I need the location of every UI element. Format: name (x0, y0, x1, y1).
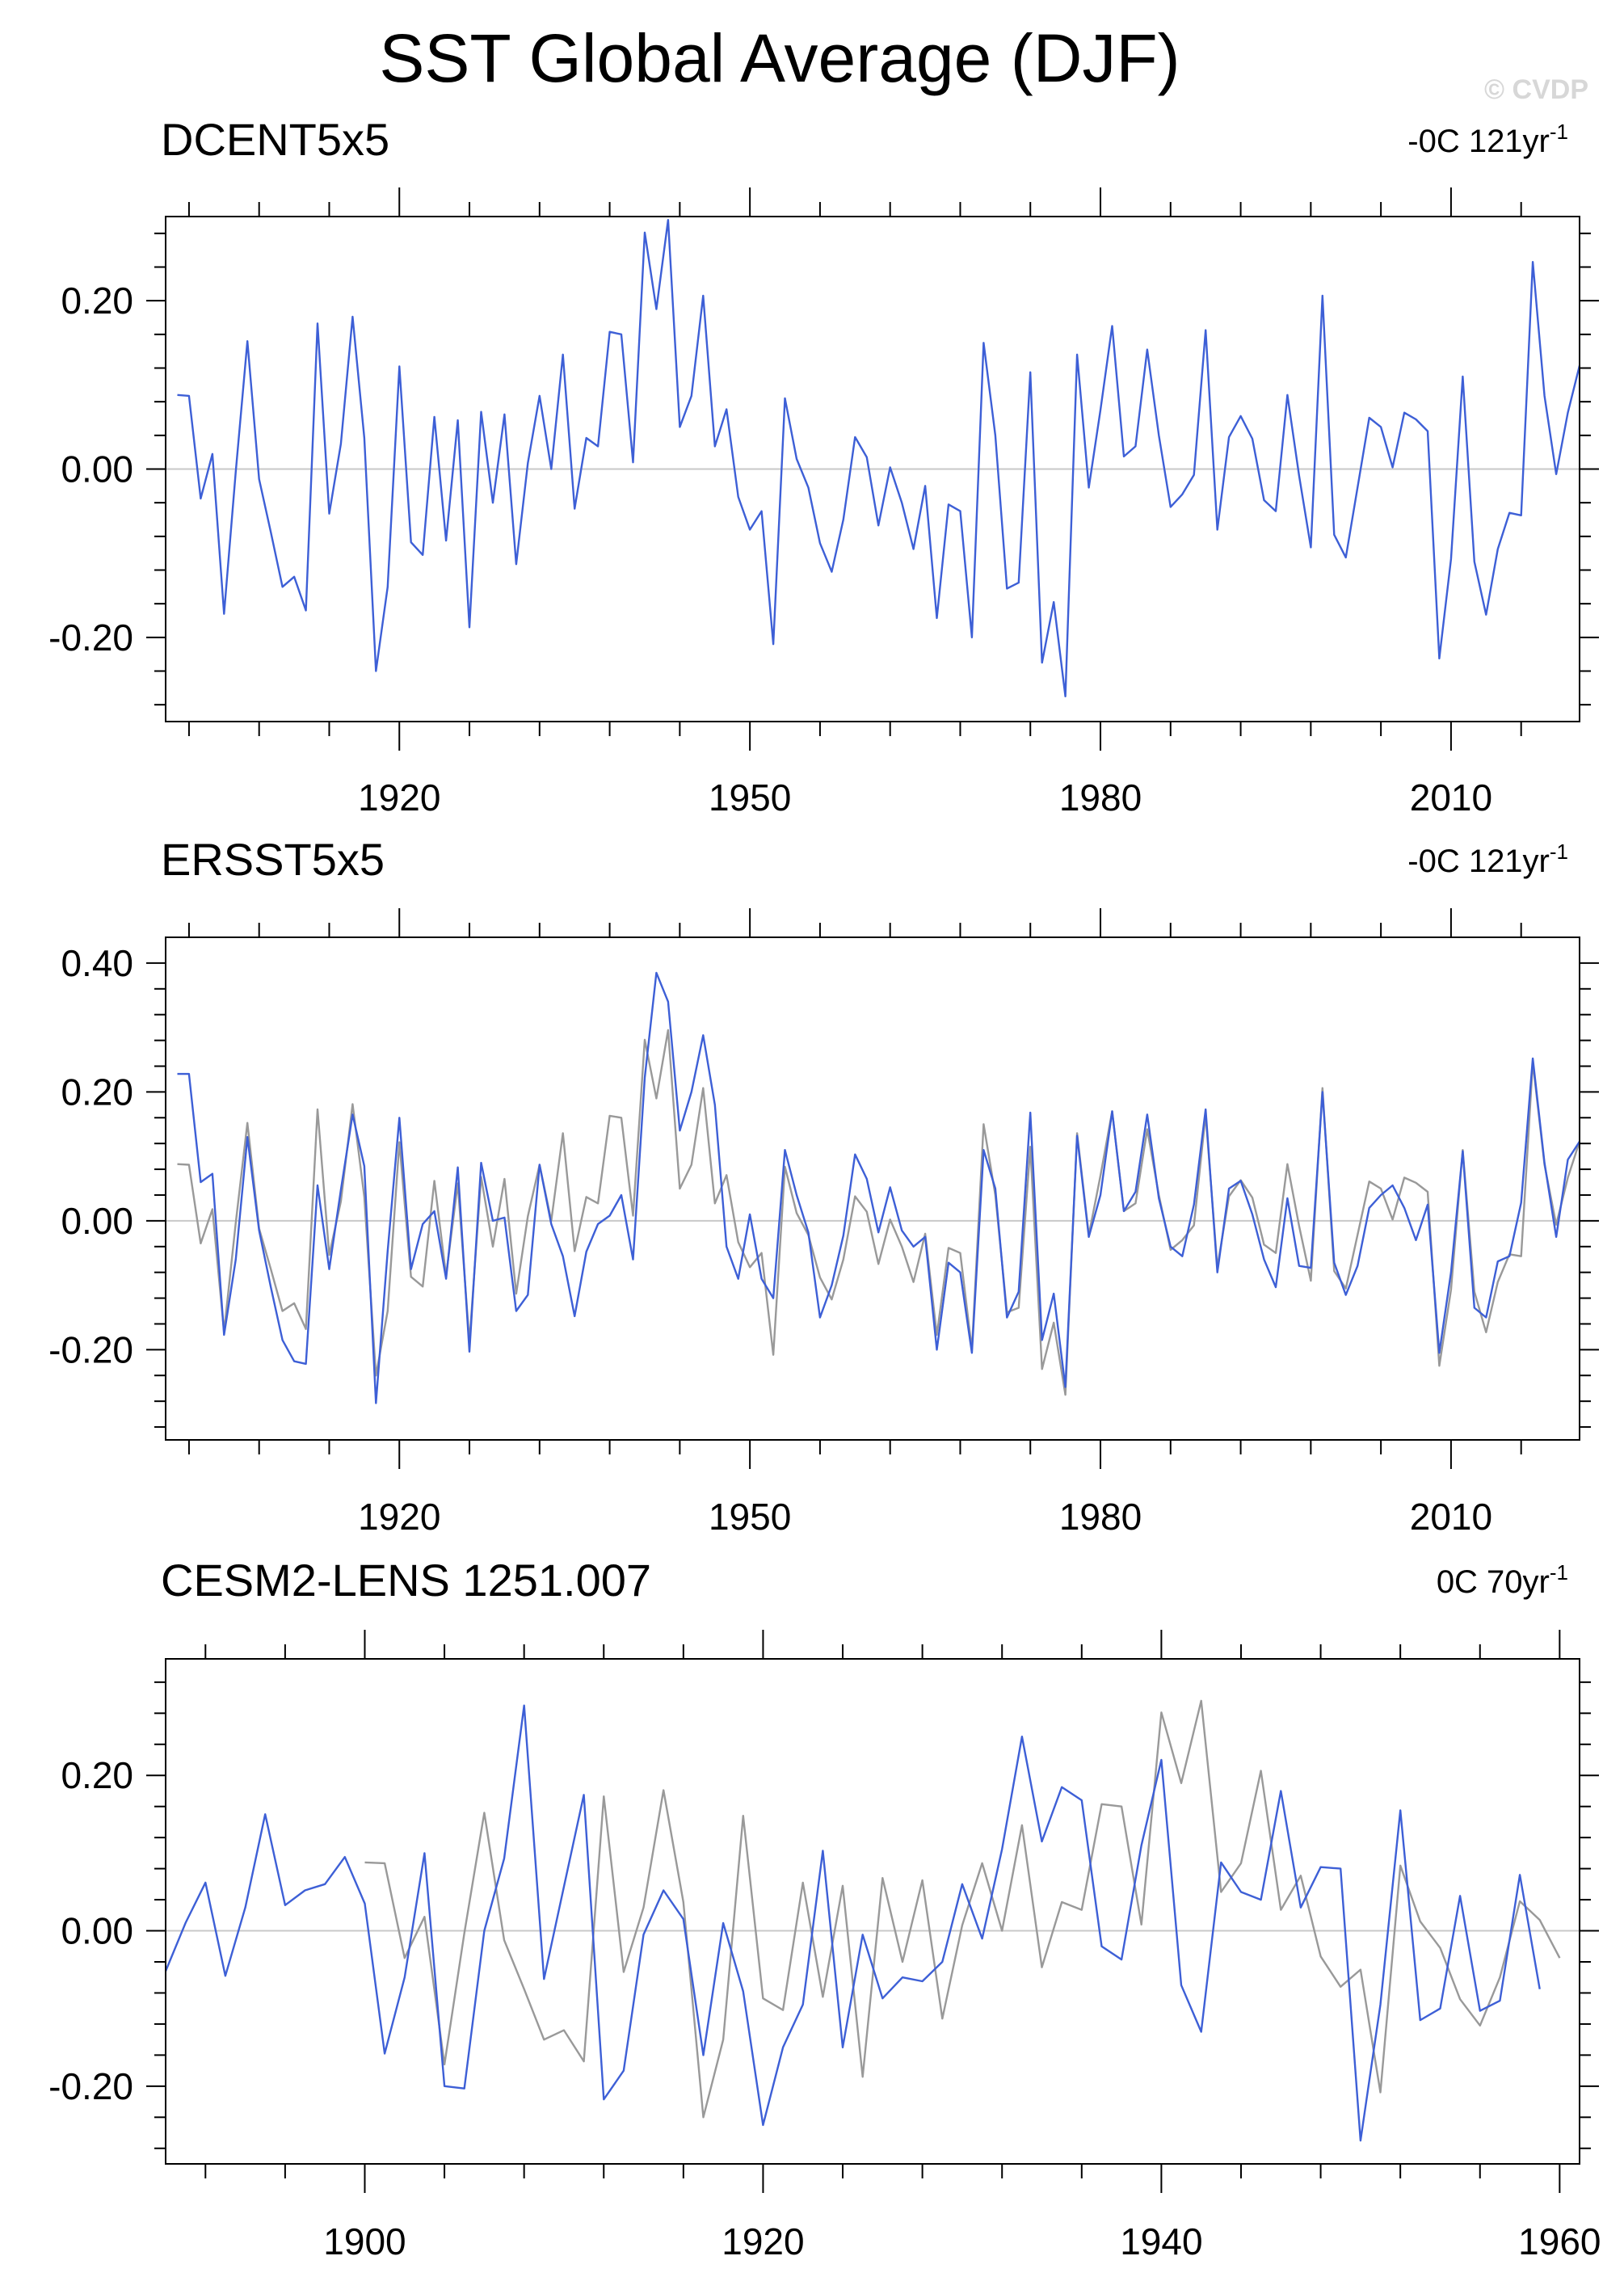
panel-label: CESM2-LENS 1251.007 (161, 1555, 651, 1606)
x-tick-label: 1950 (709, 777, 791, 819)
panel-label: ERSST5x5 (161, 834, 385, 885)
y-tick-label: 0.40 (61, 942, 133, 984)
series-line-2 (177, 971, 1581, 1404)
x-tick-label: 1980 (1059, 1496, 1142, 1538)
plot-frame (165, 936, 1580, 1441)
trend-label: -0C 121yr-1 (1407, 840, 1568, 879)
x-tick-label: 1920 (722, 2220, 804, 2262)
series-line-1 (177, 1029, 1581, 1396)
cvdp-watermark: © CVDP (1484, 74, 1588, 105)
y-tick-label: 0.00 (61, 1910, 133, 1952)
chart-panel-3: 1900 1920 1940 1960 0.20 0.00 -0.20 CESM2-LENS … (48, 1555, 1601, 2262)
y-tick-label: -0.20 (48, 617, 133, 659)
y-tick-label: -0.20 (48, 2065, 133, 2107)
trend-label: -0C 121yr-1 (1407, 120, 1568, 159)
x-tick-label: 2010 (1410, 777, 1492, 819)
series-line-1 (177, 219, 1581, 697)
trend-label: 0C 70yr-1 (1437, 1560, 1568, 1600)
chart-panel-1: 1920 1950 1980 2010 0.20 0.00 -0.20 DCENT5x5 -0C… (48, 114, 1599, 819)
x-tick-label: 1900 (323, 2220, 406, 2262)
y-tick-label: 0.00 (61, 448, 133, 490)
x-tick-label: 1940 (1120, 2220, 1202, 2262)
x-tick-label: 2010 (1410, 1496, 1492, 1538)
panel-label: DCENT5x5 (161, 114, 389, 165)
y-tick-label: 0.20 (61, 280, 133, 322)
x-tick-label: 1960 (1518, 2220, 1601, 2262)
x-tick-label: 1950 (709, 1496, 791, 1538)
y-tick-label: 0.20 (61, 1071, 133, 1113)
x-tick-label: 1980 (1059, 777, 1142, 819)
chart-panel-2: 1920 1950 1980 2010 0.40 0.20 0.00 -0.20 ERSST5x… (48, 834, 1599, 1538)
y-tick-label: -0.20 (48, 1328, 133, 1370)
series-line-2 (164, 1704, 1541, 2142)
y-tick-label: 0.20 (61, 1754, 133, 1796)
x-tick-label: 1920 (358, 1496, 440, 1538)
plot-frame (165, 1658, 1580, 2165)
page-title: SST Global Average (DJF) (379, 20, 1180, 96)
x-tick-label: 1920 (358, 777, 440, 819)
y-tick-label: 0.00 (61, 1200, 133, 1242)
series-line-1 (364, 1699, 1561, 2119)
